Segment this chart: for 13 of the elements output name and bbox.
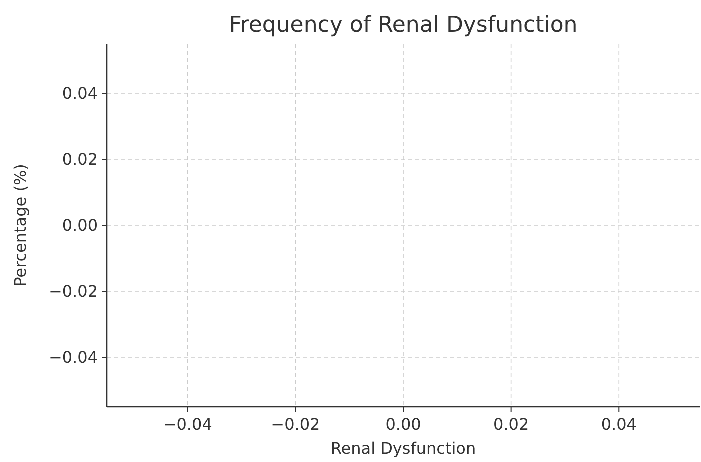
y-tick-label: −0.04 [48, 348, 98, 368]
y-tick-label: 0.00 [62, 216, 98, 236]
x-axis-title: Renal Dysfunction [330, 439, 476, 458]
y-tick-label: 0.02 [62, 150, 98, 170]
x-tick-label: −0.04 [163, 415, 212, 434]
x-tick-label: 0.04 [601, 415, 637, 434]
y-axis-title: Percentage (%) [11, 164, 30, 287]
chart-title: Frequency of Renal Dysfunction [229, 13, 578, 38]
y-tick-label: −0.02 [48, 282, 98, 302]
y-tick-label: 0.04 [62, 84, 98, 104]
x-tick-label: 0.02 [494, 415, 530, 434]
x-tick-label: 0.00 [386, 415, 422, 434]
x-tick-label: −0.02 [271, 415, 320, 434]
